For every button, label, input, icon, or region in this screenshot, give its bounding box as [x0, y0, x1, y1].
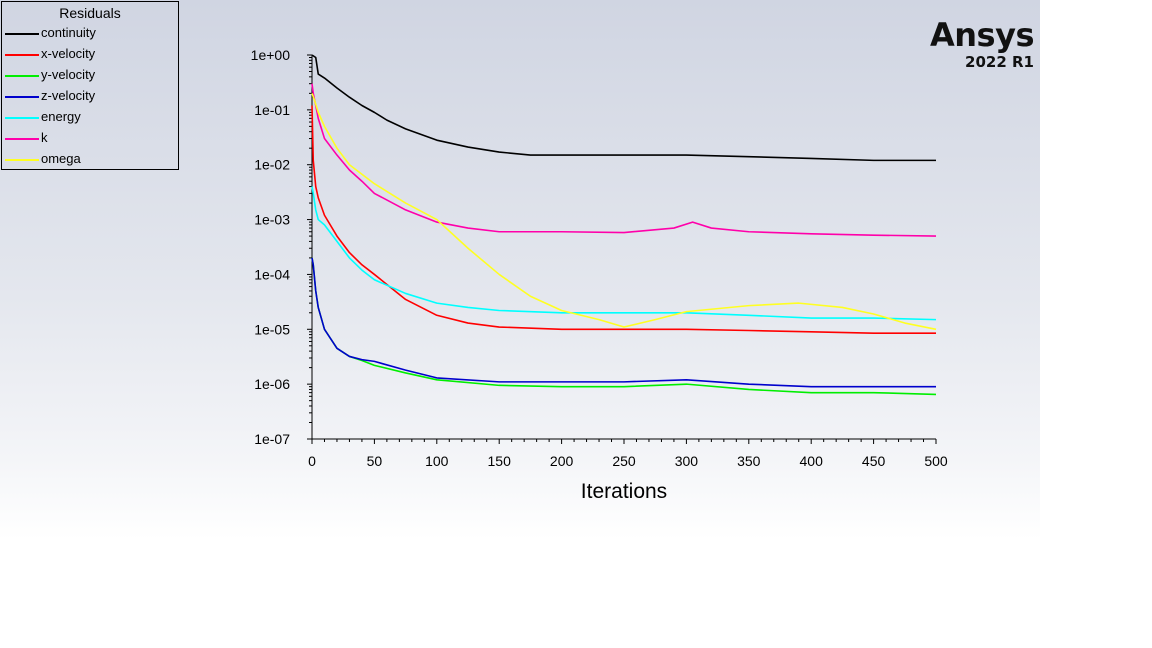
- y-tick-label: 1e-05: [254, 321, 290, 337]
- series-line-energy: [311, 186, 937, 321]
- legend-entry-y-velocity: y-velocity: [2, 65, 178, 86]
- brand-version: 2022 R1: [965, 53, 1034, 71]
- legend-label: omega: [41, 151, 81, 166]
- legend-entry-energy: energy: [2, 107, 178, 128]
- x-tick-label: 450: [862, 453, 886, 469]
- y-tick-label: 1e-07: [254, 431, 290, 447]
- legend-entry-k: k: [2, 128, 178, 149]
- series-line-omega: [311, 93, 937, 331]
- legend-entry-continuity: continuity: [2, 23, 178, 44]
- legend-swatch: [5, 54, 39, 56]
- x-tick-label: 300: [675, 453, 699, 469]
- series-line-y-velocity: [311, 257, 937, 396]
- legend-entry-x-velocity: x-velocity: [2, 44, 178, 65]
- x-axis-label: Iterations: [581, 480, 667, 503]
- legend-entry-omega: omega: [2, 149, 178, 170]
- x-tick-label: 150: [488, 453, 512, 469]
- series-line-x-velocity: [311, 105, 936, 334]
- legend-swatch: [5, 159, 39, 161]
- legend-label: k: [41, 130, 48, 145]
- legend-label: y-velocity: [41, 67, 96, 82]
- ansys-logo: Ansys 2022 R1: [930, 16, 1035, 71]
- legend-label: continuity: [41, 25, 96, 40]
- x-tick-label: 100: [425, 453, 449, 469]
- legend-swatch: [5, 138, 39, 140]
- y-tick-label: 1e-06: [254, 376, 290, 392]
- legend-swatch: [5, 75, 39, 77]
- series-line-k: [311, 83, 937, 237]
- legend-rows: continuity x-velocity y-velocity z-velocity…: [2, 23, 178, 170]
- x-tick-label: 500: [924, 453, 948, 469]
- x-tick-label: 50: [367, 453, 383, 469]
- series-line-z-velocity: [311, 257, 936, 388]
- legend-entry-z-velocity: z-velocity: [2, 86, 178, 107]
- y-tick-label: 1e-04: [254, 266, 290, 282]
- legend-swatch: [5, 117, 39, 119]
- x-tick-label: 250: [612, 453, 636, 469]
- x-tick-label: 400: [800, 453, 824, 469]
- y-tick-label: 1e-01: [254, 102, 290, 118]
- legend-label: x-velocity: [41, 46, 96, 61]
- series-line-continuity: [311, 54, 936, 162]
- plot-background: [0, 0, 1040, 540]
- legend-label: energy: [41, 109, 81, 124]
- y-tick-label: 1e+00: [251, 47, 291, 63]
- y-tick-label: 1e-02: [254, 157, 290, 173]
- legend-label: z-velocity: [41, 88, 96, 103]
- legend-swatch: [5, 33, 39, 35]
- y-tick-label: 1e-03: [254, 212, 290, 228]
- x-tick-label: 350: [737, 453, 761, 469]
- x-tick-label: 0: [308, 453, 316, 469]
- legend-title: Residuals: [59, 5, 121, 21]
- legend: Residuals continuity x-velocity y-velocity…: [1, 1, 179, 170]
- x-tick-label: 200: [550, 453, 574, 469]
- brand-name: Ansys: [930, 16, 1035, 54]
- legend-swatch: [5, 96, 39, 98]
